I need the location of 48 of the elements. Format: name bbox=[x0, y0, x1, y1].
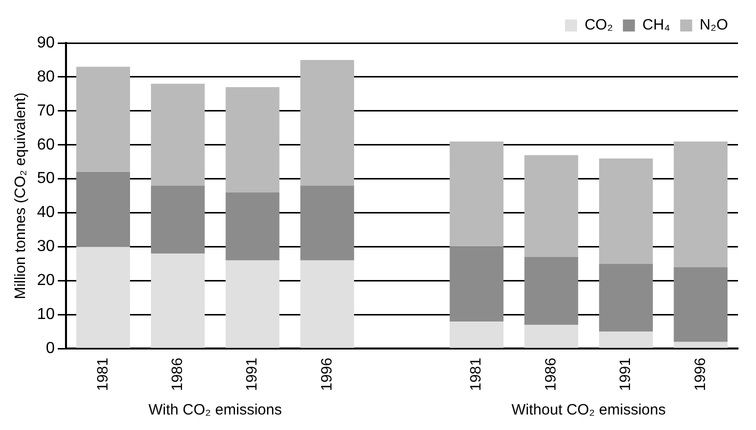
bar bbox=[674, 342, 728, 348]
y-tick-label: 40 bbox=[37, 204, 55, 222]
bar bbox=[150, 84, 205, 186]
y-tick-label: 30 bbox=[37, 238, 55, 256]
bar bbox=[524, 324, 578, 348]
bar bbox=[524, 256, 578, 325]
bar bbox=[674, 141, 728, 268]
bar bbox=[76, 66, 130, 172]
y-axis-title: Million tonnes (CO₂ equivalent) bbox=[12, 92, 30, 300]
x-tick-label: 1986 bbox=[542, 358, 560, 392]
y-tick-label: 20 bbox=[37, 272, 55, 290]
bar bbox=[226, 192, 280, 260]
y-tick-label: 90 bbox=[37, 34, 55, 52]
bar bbox=[226, 87, 280, 192]
y-tick-label: 80 bbox=[37, 68, 55, 86]
bar bbox=[300, 260, 354, 348]
y-tick-label: 60 bbox=[37, 136, 55, 154]
bar bbox=[599, 264, 653, 332]
bar bbox=[76, 246, 130, 348]
legend-label: CO₂ bbox=[584, 16, 614, 34]
legend-label: CH₄ bbox=[642, 16, 670, 34]
bar bbox=[599, 332, 653, 348]
x-tick-label: 1991 bbox=[617, 358, 634, 392]
x-tick-label: 1986 bbox=[168, 358, 186, 392]
y-tick-label: 50 bbox=[37, 170, 55, 188]
bar bbox=[599, 158, 653, 264]
y-tick-label: 70 bbox=[37, 102, 55, 120]
bar bbox=[226, 260, 280, 348]
bar bbox=[300, 60, 354, 186]
bar bbox=[674, 267, 728, 342]
x-tick-label: 1981 bbox=[468, 358, 485, 392]
y-tick-label: 10 bbox=[37, 306, 55, 324]
legend-label: N₂O bbox=[700, 16, 728, 34]
bar bbox=[150, 186, 205, 254]
y-tick-label: 0 bbox=[46, 340, 55, 358]
bar bbox=[150, 254, 205, 348]
bar bbox=[450, 321, 504, 348]
x-tick-label: 1981 bbox=[94, 358, 112, 392]
bar bbox=[524, 155, 578, 257]
text: With CO₂ emissions bbox=[148, 402, 282, 419]
bar bbox=[450, 246, 504, 322]
bar bbox=[300, 186, 354, 260]
x-tick-label: 1996 bbox=[692, 358, 709, 392]
x-tick-label: 1991 bbox=[244, 358, 261, 392]
text: Without CO₂ emissions bbox=[512, 402, 666, 419]
bar bbox=[450, 141, 504, 247]
x-tick-label: 1996 bbox=[318, 358, 336, 392]
bar bbox=[76, 172, 130, 247]
